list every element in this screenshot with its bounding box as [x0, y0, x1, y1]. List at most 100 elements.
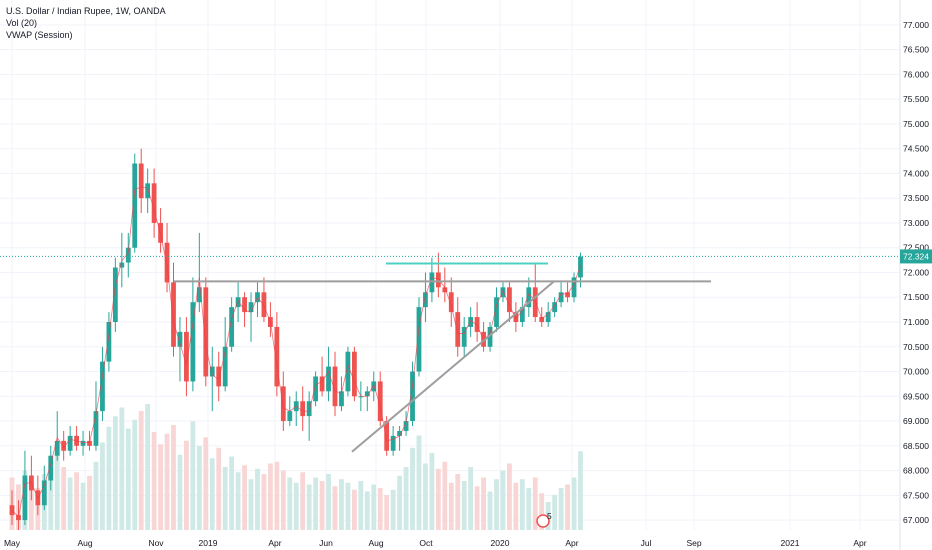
candle-body — [177, 331, 183, 347]
legend-vwap[interactable]: VWAP (Session) — [6, 30, 73, 40]
candle-body — [203, 287, 209, 377]
volume-bar — [209, 458, 215, 530]
candle-body — [190, 302, 196, 382]
candle-body — [545, 312, 551, 322]
candle-body — [390, 435, 396, 451]
candle-body — [364, 391, 370, 397]
volume-bar — [507, 463, 512, 530]
volume-bar — [274, 461, 280, 530]
candle-body — [145, 183, 151, 199]
candle-body — [216, 366, 222, 387]
candle-body — [151, 183, 157, 223]
candle-body — [280, 386, 286, 422]
candle-body — [410, 371, 415, 422]
volume-bar — [112, 416, 118, 530]
candle-body — [487, 326, 493, 347]
candle-body — [138, 163, 144, 199]
volume-bar — [164, 433, 170, 530]
candle-body — [351, 351, 357, 397]
candle-body — [158, 222, 163, 243]
price-axis-bg — [900, 0, 932, 550]
volume-bar — [455, 474, 461, 530]
volume-bar — [571, 477, 577, 530]
candle-body — [287, 411, 293, 422]
volume-bar — [539, 493, 545, 530]
candle-body — [345, 351, 351, 392]
candle-body — [403, 421, 409, 431]
x-tick-label: 2019 — [199, 538, 218, 548]
volume-bar — [332, 486, 338, 530]
candle-body — [494, 297, 499, 327]
candle-body — [22, 475, 28, 521]
candle-body — [578, 256, 583, 278]
volume-bar — [87, 475, 92, 530]
candle-body — [300, 401, 306, 417]
volume-bar — [351, 489, 357, 530]
volume-bar — [326, 474, 331, 530]
y-tick-label: 74.500 — [903, 144, 929, 154]
volume-bar — [151, 432, 157, 530]
volume-bar — [435, 468, 441, 530]
volume-bar — [403, 467, 409, 530]
legend-volume[interactable]: Vol (20) — [6, 18, 38, 28]
x-tick-label: Apr — [268, 538, 281, 548]
candle-body — [565, 292, 570, 298]
volume-bar — [106, 426, 112, 530]
candle-body — [319, 376, 325, 392]
volume-bar — [158, 444, 163, 530]
volume-bar — [500, 470, 506, 530]
volume-bar — [248, 479, 254, 530]
time-marker-icon — [536, 514, 550, 528]
candle-body — [274, 326, 280, 387]
volume-bar — [313, 477, 319, 530]
volume-bar — [513, 482, 519, 530]
candle-body — [112, 267, 118, 322]
volume-bar — [558, 488, 564, 530]
candle-body — [455, 312, 461, 347]
volume-bar — [552, 495, 558, 530]
volume-bar — [48, 463, 54, 530]
y-tick-label: 72.500 — [903, 243, 929, 253]
candle-body — [539, 317, 545, 322]
candle-body — [229, 307, 235, 347]
y-tick-label: 68.000 — [903, 466, 929, 476]
volume-bar — [481, 477, 486, 530]
volume-bar — [429, 453, 435, 530]
x-tick-label: Jul — [641, 538, 652, 548]
volume-bar — [287, 477, 293, 530]
volume-bar — [442, 461, 448, 530]
candle-body — [184, 331, 189, 382]
volume-bar — [280, 470, 286, 530]
candle-body — [500, 287, 506, 298]
candle-body — [222, 346, 228, 387]
y-tick-label: 76.500 — [903, 45, 929, 55]
candle-body — [507, 287, 512, 313]
y-tick-label: 72.000 — [903, 267, 929, 277]
candle-body — [558, 292, 564, 303]
y-tick-label: 69.000 — [903, 416, 929, 426]
x-tick-label: 2021 — [781, 538, 800, 548]
y-tick-label: 67.000 — [903, 515, 929, 525]
volume-bar — [242, 465, 247, 530]
volume-bar — [261, 474, 267, 530]
volume-bar — [125, 428, 131, 530]
legend-title[interactable]: U.S. Dollar / Indian Rupee, 1W, OANDA — [6, 6, 166, 16]
y-tick-label: 70.000 — [903, 367, 929, 377]
volume-bar — [190, 421, 196, 530]
candle-body — [552, 302, 558, 313]
x-tick-label: Aug — [77, 538, 92, 548]
volume-bar — [293, 482, 299, 530]
candle-body — [461, 326, 467, 347]
volume-bar — [364, 491, 370, 530]
volume-bar — [300, 472, 306, 530]
volume-bar — [184, 440, 189, 530]
legend: U.S. Dollar / Indian Rupee, 1W, OANDA Vo… — [6, 5, 166, 41]
candle-body — [125, 247, 131, 263]
candle-body — [519, 307, 525, 322]
candle-body — [423, 292, 428, 308]
x-tick-label: Nov — [148, 538, 164, 548]
y-tick-label: 69.500 — [903, 391, 929, 401]
y-tick-label: 77.000 — [903, 20, 929, 30]
volume-bar — [229, 456, 235, 530]
